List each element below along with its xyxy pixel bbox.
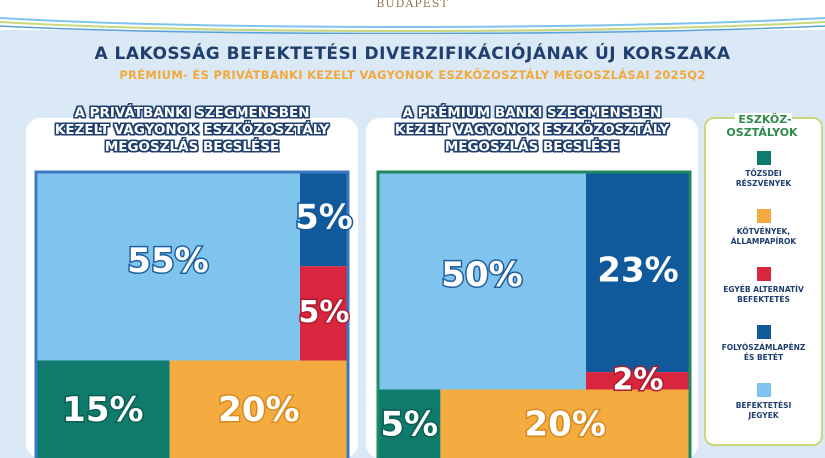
data-label-alternatives: 2%	[613, 362, 664, 397]
legend-label: BEFEKTETÉSI JEGYEK	[706, 401, 821, 421]
data-label-stocks: 15%	[62, 390, 143, 430]
legend-swatch	[757, 267, 771, 281]
legend-swatch	[757, 325, 771, 339]
legend-title: ESZKÖZ- OSZTÁLYOK	[706, 113, 821, 139]
data-label-stocks: 5%	[380, 404, 438, 444]
legend-label: FOLYÓSZÁMLAPÉNZ ÉS BETÉT	[706, 343, 821, 363]
legend-item: FOLYÓSZÁMLAPÉNZ ÉS BETÉT	[706, 325, 821, 363]
data-label-deposits: 23%	[597, 251, 678, 291]
data-label-bonds: 20%	[525, 404, 606, 444]
legend-item: EGYÉB ALTERNATÍV BEFEKTETÉS	[706, 267, 821, 305]
legend-item: KÖTVÉNYEK, ÁLLAMPAPÍROK	[706, 209, 821, 247]
data-label-funds: 55%	[127, 241, 208, 281]
legend-swatch	[757, 151, 771, 165]
data-label-bonds: 20%	[218, 390, 299, 430]
legend-swatch	[757, 383, 771, 397]
data-label-alternatives: 5%	[299, 295, 350, 330]
legend-label: KÖTVÉNYEK, ÁLLAMPAPÍROK	[706, 227, 821, 247]
legend-item: BEFEKTETÉSI JEGYEK	[706, 383, 821, 421]
legend-label: EGYÉB ALTERNATÍV BEFEKTETÉS	[706, 285, 821, 305]
data-label-funds: 50%	[441, 255, 522, 295]
legend-swatch	[757, 209, 771, 223]
data-label-deposits: 5%	[295, 198, 353, 238]
legend-label: TŐZSDEI RÉSZVÉNYEK	[706, 169, 821, 189]
legend-item: TŐZSDEI RÉSZVÉNYEK	[706, 151, 821, 189]
